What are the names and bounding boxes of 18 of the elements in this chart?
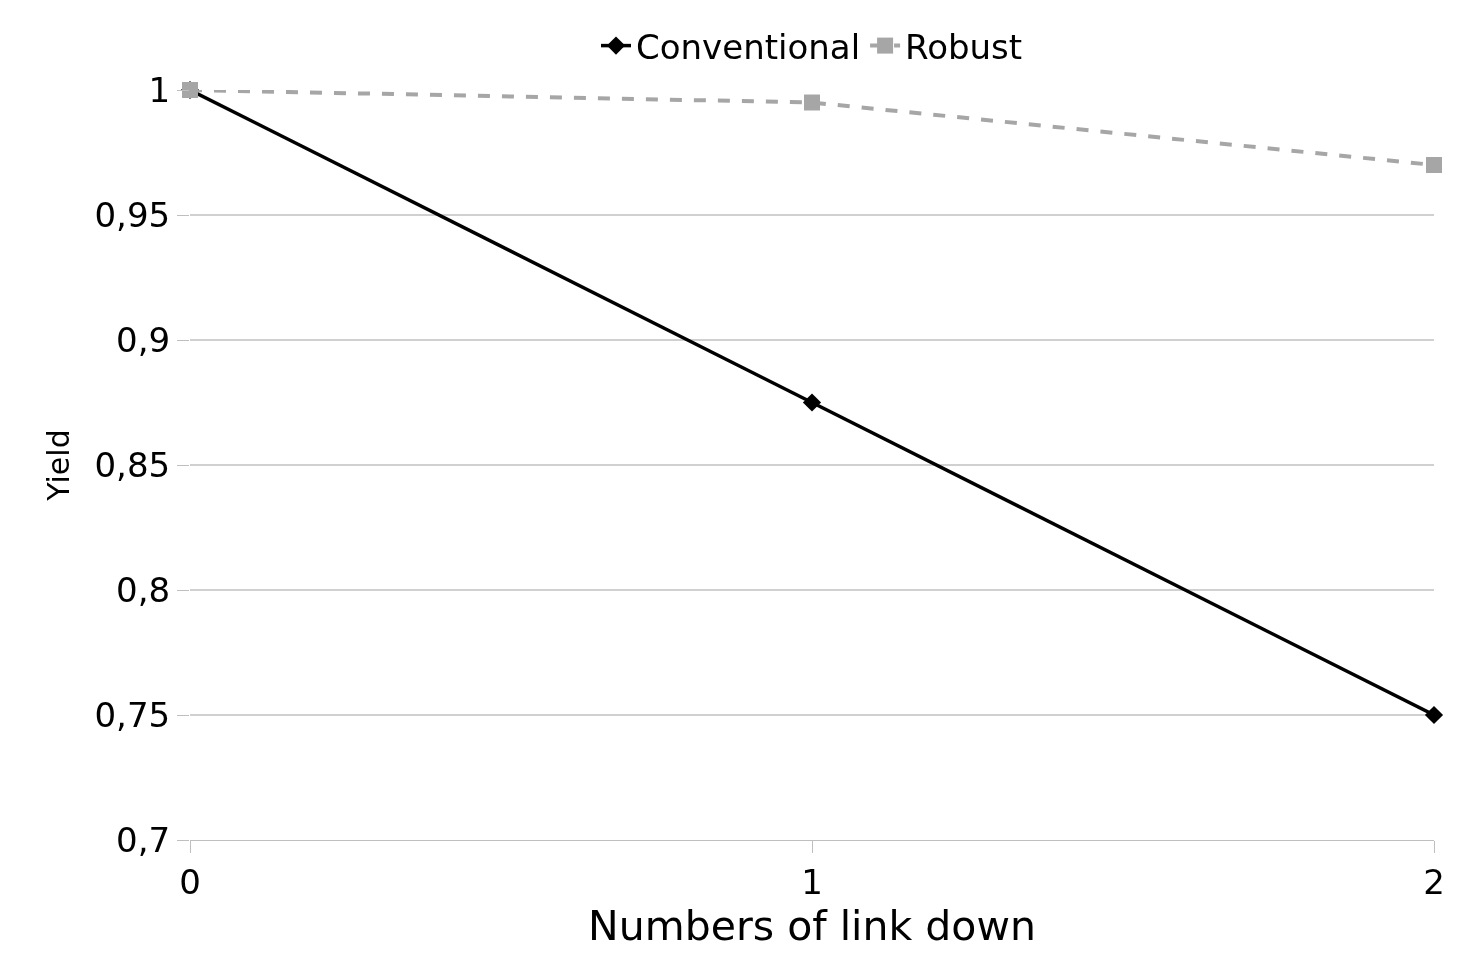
- y-tick-label: 0,75: [94, 694, 171, 735]
- x-tick-label: 1: [801, 861, 823, 902]
- point: [804, 94, 820, 111]
- y-tick-label: 1: [148, 69, 171, 110]
- x-tick-label: 0: [179, 861, 201, 902]
- y-axis-title: Yield: [41, 429, 77, 502]
- point: [802, 393, 822, 412]
- y-tick-label: 0,9: [116, 319, 171, 360]
- x-axis-title: Numbers of link down: [588, 902, 1036, 950]
- legend-label: Robust: [905, 26, 1023, 67]
- y-tick-label: 0,7: [116, 819, 171, 860]
- x-tick-label: 2: [1423, 861, 1445, 902]
- point: [1426, 157, 1442, 173]
- y-tick-label: 0,8: [116, 569, 171, 610]
- y-tick-label: 0,95: [94, 194, 171, 235]
- legend-label: Conventional: [636, 26, 861, 67]
- point: [1424, 705, 1444, 725]
- y-tick-label: 0,85: [94, 444, 171, 485]
